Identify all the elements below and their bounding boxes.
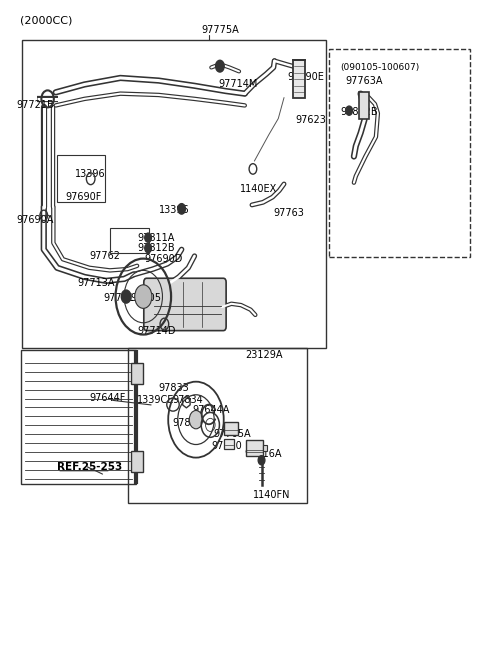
Bar <box>224 439 234 449</box>
Text: REF.25-253: REF.25-253 <box>57 462 122 472</box>
Text: 97716A: 97716A <box>245 449 282 459</box>
Text: 97811A: 97811A <box>137 233 174 243</box>
Text: 23129A: 23129A <box>245 350 282 361</box>
Bar <box>224 422 238 435</box>
Text: 97690D: 97690D <box>144 254 183 264</box>
Bar <box>131 363 144 384</box>
Bar <box>328 49 470 257</box>
Bar <box>110 228 149 253</box>
Text: 97714M: 97714M <box>218 79 258 89</box>
Bar <box>22 40 326 348</box>
Circle shape <box>135 285 152 308</box>
Text: 97644F: 97644F <box>89 393 126 403</box>
Text: 13396: 13396 <box>75 169 106 179</box>
Circle shape <box>258 456 265 465</box>
Circle shape <box>216 60 224 72</box>
FancyBboxPatch shape <box>144 278 226 331</box>
Text: 1140FN: 1140FN <box>253 490 291 500</box>
Bar <box>57 155 105 201</box>
Text: (090105-100607): (090105-100607) <box>340 63 420 72</box>
Text: 97690E: 97690E <box>288 72 325 82</box>
Circle shape <box>121 290 131 303</box>
Text: 97721B: 97721B <box>16 100 54 110</box>
Bar <box>21 350 136 483</box>
Text: 97713A: 97713A <box>77 279 115 289</box>
Circle shape <box>145 233 152 242</box>
Bar <box>263 445 267 451</box>
Bar <box>131 451 144 472</box>
Text: 1339CE: 1339CE <box>137 395 174 405</box>
Text: 97763: 97763 <box>274 209 304 218</box>
Text: 97832: 97832 <box>172 418 203 428</box>
Text: 97644A: 97644A <box>192 405 229 415</box>
Text: 97701: 97701 <box>104 293 134 303</box>
Text: 97833: 97833 <box>158 383 190 393</box>
Circle shape <box>189 411 203 429</box>
Bar <box>359 92 369 119</box>
Text: 97714D: 97714D <box>137 326 176 337</box>
Text: 13396: 13396 <box>158 205 189 215</box>
Text: 97762: 97762 <box>89 251 120 261</box>
Text: 97834: 97834 <box>172 395 203 405</box>
Circle shape <box>145 243 152 253</box>
Text: 97690A: 97690A <box>16 215 53 225</box>
Bar <box>246 440 263 456</box>
Text: (2000CC): (2000CC) <box>20 15 72 25</box>
Text: 1140EX: 1140EX <box>240 184 277 194</box>
Circle shape <box>346 106 352 115</box>
Bar <box>128 348 307 503</box>
Text: 97690F: 97690F <box>65 192 102 202</box>
Bar <box>293 60 305 98</box>
Text: 97705: 97705 <box>130 293 161 303</box>
Circle shape <box>178 203 185 214</box>
Text: 97812B: 97812B <box>340 107 378 117</box>
Text: 97763A: 97763A <box>345 75 383 85</box>
Text: 97775A: 97775A <box>202 25 240 35</box>
Text: 97623: 97623 <box>295 115 326 125</box>
Text: 97705A: 97705A <box>214 429 252 439</box>
Text: 97812B: 97812B <box>137 243 175 253</box>
Text: 97830: 97830 <box>211 441 242 451</box>
